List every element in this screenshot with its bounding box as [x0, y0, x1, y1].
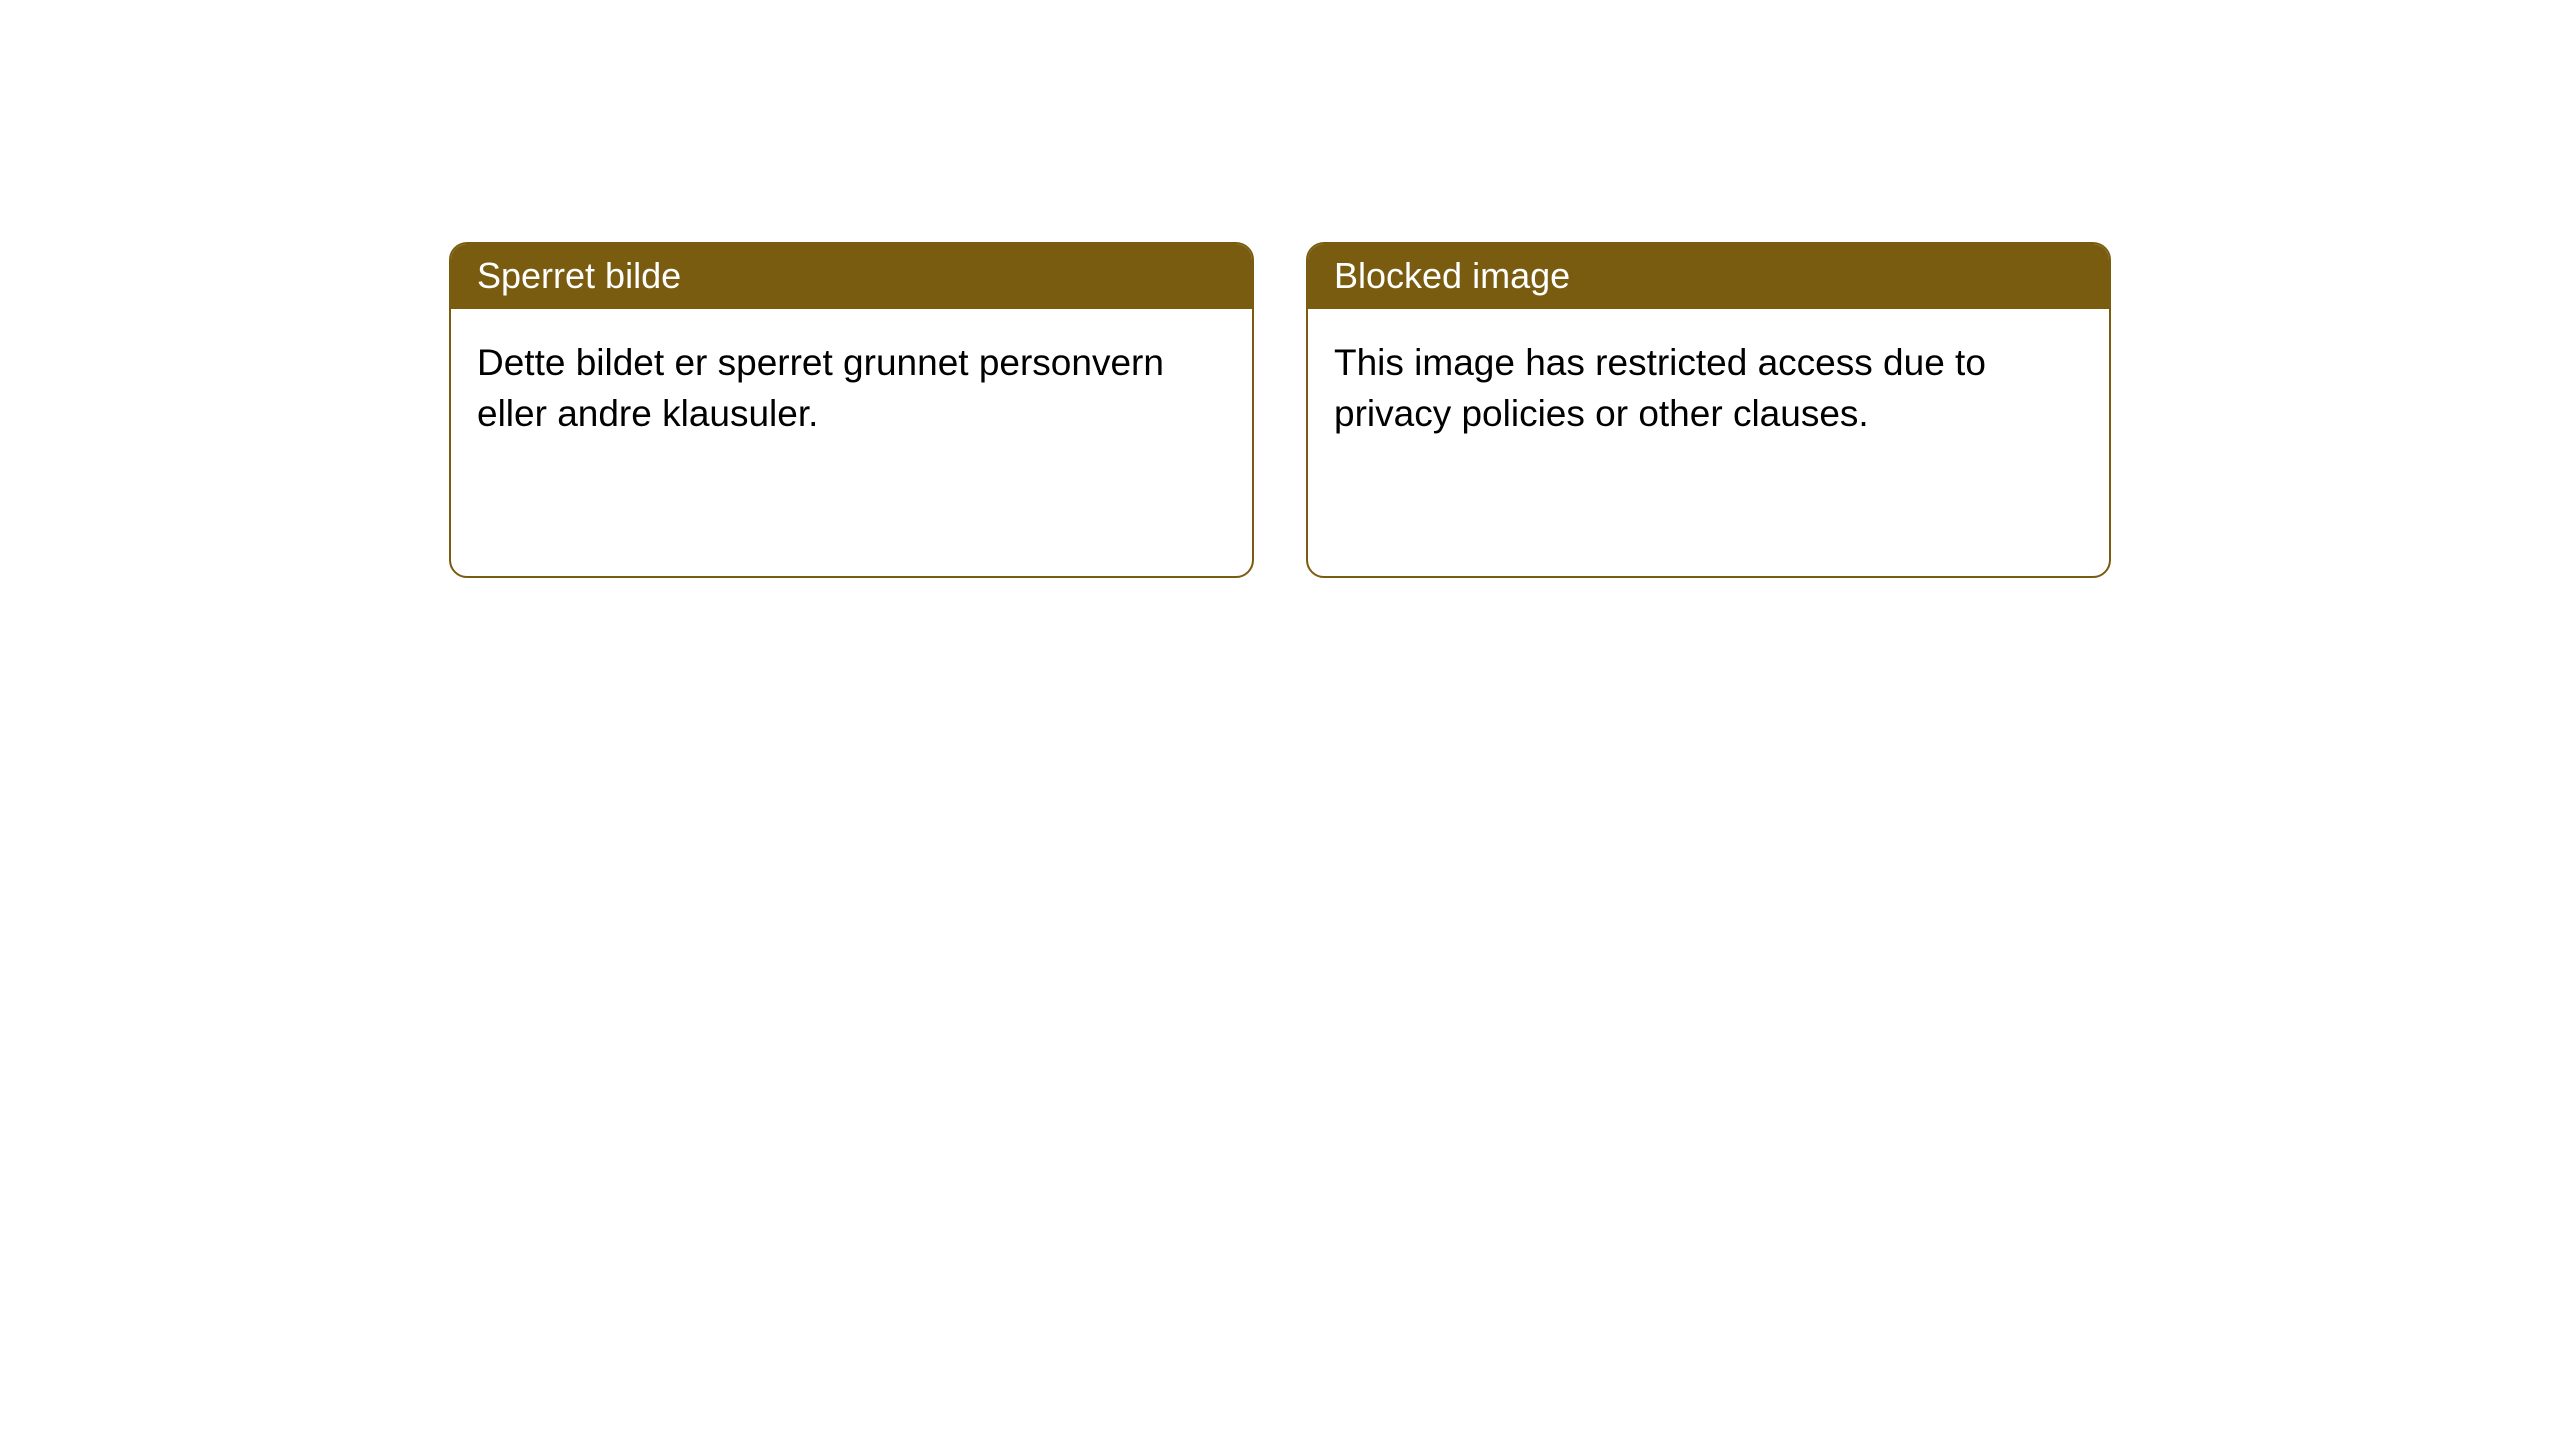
card-header: Sperret bilde — [451, 244, 1252, 309]
card-title: Blocked image — [1334, 255, 1570, 296]
card-title: Sperret bilde — [477, 255, 681, 296]
card-body: This image has restricted access due to … — [1308, 309, 2109, 467]
card-body-text: This image has restricted access due to … — [1334, 342, 1986, 434]
card-body-text: Dette bildet er sperret grunnet personve… — [477, 342, 1164, 434]
card-header: Blocked image — [1308, 244, 2109, 309]
notice-container: Sperret bilde Dette bildet er sperret gr… — [0, 0, 2560, 578]
card-body: Dette bildet er sperret grunnet personve… — [451, 309, 1252, 467]
notice-card-english: Blocked image This image has restricted … — [1306, 242, 2111, 578]
notice-card-norwegian: Sperret bilde Dette bildet er sperret gr… — [449, 242, 1254, 578]
